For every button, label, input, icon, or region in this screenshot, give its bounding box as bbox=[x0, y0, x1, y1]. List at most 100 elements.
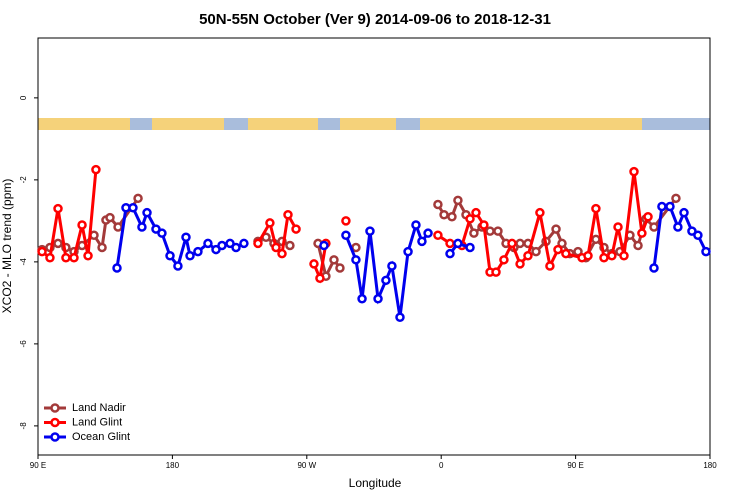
data-point bbox=[137, 222, 147, 232]
data-point bbox=[37, 246, 47, 257]
x-axis-label: Longitude bbox=[349, 476, 402, 490]
data-point bbox=[151, 224, 161, 234]
plot-frame bbox=[37, 37, 711, 456]
data-point bbox=[423, 228, 433, 238]
data-point bbox=[491, 267, 501, 277]
legend-marker bbox=[50, 417, 60, 428]
data-point bbox=[185, 250, 195, 261]
y-tick-label: -6 bbox=[19, 340, 28, 348]
chart-title: 50N-55N October (Ver 9) 2014-09-06 to 20… bbox=[199, 11, 551, 28]
data-point bbox=[271, 242, 281, 253]
data-point bbox=[493, 226, 503, 236]
x-tick-label: 0 bbox=[439, 461, 444, 470]
data-point bbox=[411, 220, 421, 230]
data-point bbox=[395, 312, 405, 322]
data-point bbox=[531, 246, 541, 257]
data-point bbox=[69, 253, 79, 263]
data-point bbox=[599, 253, 609, 263]
data-point bbox=[515, 238, 525, 249]
data-point bbox=[573, 246, 583, 257]
data-point bbox=[357, 294, 367, 304]
data-point bbox=[439, 209, 449, 220]
data-point bbox=[291, 224, 301, 234]
data-point bbox=[335, 263, 345, 273]
data-point bbox=[535, 207, 545, 218]
data-point bbox=[629, 166, 639, 177]
data-point bbox=[469, 228, 479, 238]
data-point bbox=[181, 232, 191, 243]
data-point bbox=[157, 228, 167, 238]
legend-label: Land Glint bbox=[72, 416, 122, 428]
data-point bbox=[619, 250, 629, 261]
data-point bbox=[403, 246, 413, 257]
legend-label: Land Nadir bbox=[72, 402, 126, 414]
data-point bbox=[607, 250, 617, 261]
data-point bbox=[225, 238, 235, 249]
data-point bbox=[479, 220, 489, 230]
data-point bbox=[673, 222, 683, 232]
data-point bbox=[471, 207, 481, 218]
y-axis-label: XCO2 - MLO trend (ppm) bbox=[0, 179, 14, 314]
data-point bbox=[341, 216, 351, 226]
data-point bbox=[633, 240, 643, 251]
data-point bbox=[557, 238, 567, 249]
data-point bbox=[433, 199, 443, 210]
data-point bbox=[97, 242, 107, 253]
map-strip bbox=[38, 118, 710, 130]
data-point bbox=[417, 236, 427, 247]
data-point bbox=[465, 214, 475, 224]
data-point bbox=[309, 259, 319, 269]
series-line bbox=[115, 205, 708, 318]
data-point bbox=[671, 193, 681, 204]
legend-label: Ocean Glint bbox=[72, 431, 130, 443]
data-point bbox=[373, 294, 383, 304]
data-point bbox=[591, 203, 601, 214]
data-point bbox=[217, 240, 227, 251]
y-tick-label: -8 bbox=[19, 422, 28, 430]
data-point bbox=[91, 164, 101, 175]
x-tick-label: 90 E bbox=[567, 461, 583, 470]
data-point bbox=[507, 238, 517, 249]
data-point bbox=[253, 238, 263, 249]
data-point bbox=[113, 222, 123, 232]
data-point bbox=[453, 238, 463, 249]
data-point bbox=[165, 250, 175, 261]
data-point bbox=[381, 275, 391, 286]
data-point bbox=[433, 230, 443, 240]
x-tick-label: 90 W bbox=[297, 461, 316, 470]
data-point bbox=[128, 203, 138, 213]
y-tick-label: -4 bbox=[19, 258, 28, 266]
data-point bbox=[649, 263, 659, 273]
data-point bbox=[637, 228, 647, 238]
data-point bbox=[285, 240, 295, 251]
data-point bbox=[701, 246, 711, 257]
data-point bbox=[665, 201, 675, 212]
data-point bbox=[387, 261, 397, 271]
data-point bbox=[643, 212, 653, 222]
data-point bbox=[277, 248, 287, 259]
data-point bbox=[499, 255, 509, 265]
data-point bbox=[203, 238, 213, 249]
data-point bbox=[583, 250, 593, 261]
x-tick-label: 180 bbox=[703, 461, 717, 470]
data-point bbox=[77, 220, 87, 230]
data-point bbox=[523, 250, 533, 261]
data-point bbox=[613, 222, 623, 232]
data-point bbox=[657, 201, 667, 212]
data-point bbox=[679, 207, 689, 218]
data-point bbox=[515, 259, 525, 269]
data-point bbox=[453, 195, 463, 206]
x-tick-label: 90 E bbox=[30, 461, 46, 470]
data-point bbox=[553, 244, 563, 255]
x-tick-label: 180 bbox=[166, 461, 180, 470]
data-point bbox=[687, 226, 697, 236]
data-point bbox=[61, 253, 71, 263]
data-point bbox=[545, 261, 555, 271]
data-point bbox=[283, 209, 293, 220]
data-point bbox=[351, 255, 361, 265]
data-point bbox=[231, 242, 241, 253]
data-point bbox=[329, 255, 339, 265]
y-tick-label: -2 bbox=[19, 176, 28, 184]
data-point bbox=[319, 240, 329, 251]
data-point bbox=[133, 193, 143, 204]
